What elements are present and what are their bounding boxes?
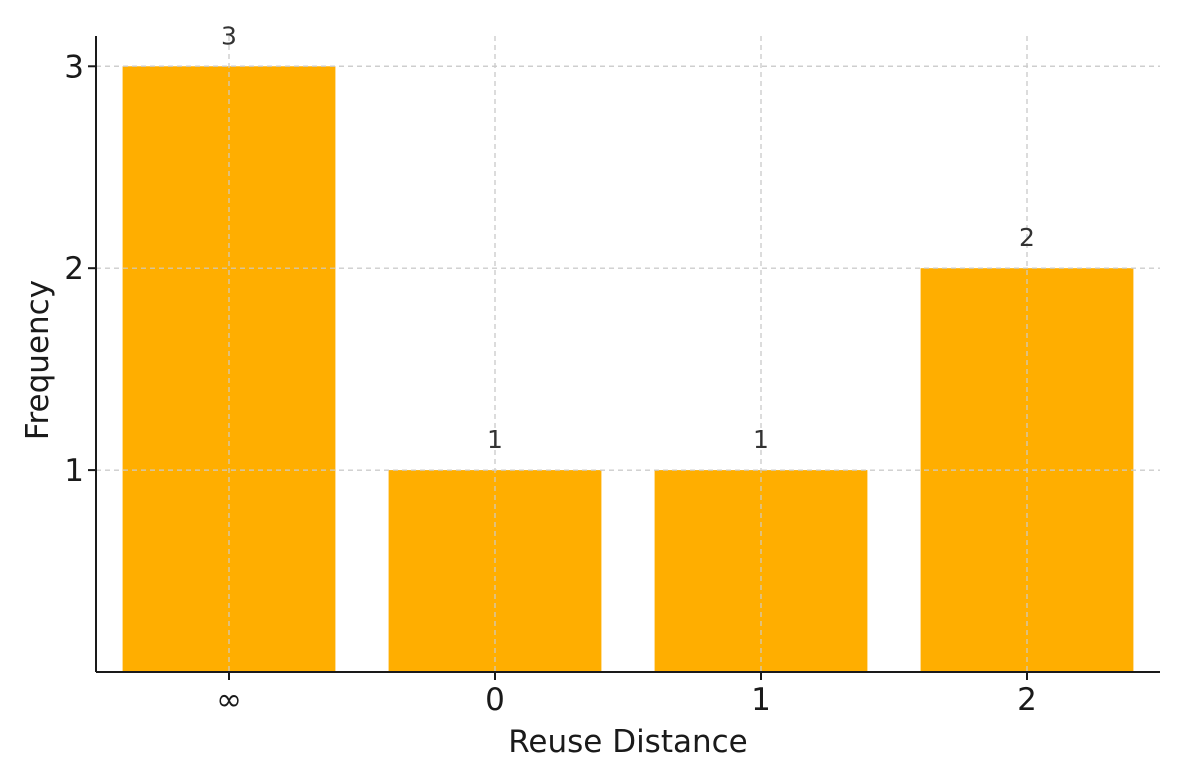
bar-value-label: 2 — [1019, 223, 1035, 252]
y-tick-label: 1 — [64, 453, 84, 489]
bars-layer — [96, 36, 1160, 673]
bar-value-label: 1 — [753, 425, 769, 454]
bar-value-label: 3 — [221, 21, 237, 50]
y-tick-label: 2 — [64, 251, 84, 287]
x-axis-title: Reuse Distance — [508, 724, 748, 760]
axes-layer — [88, 36, 1160, 680]
x-tick-label: 0 — [485, 682, 505, 718]
x-tick-label: ∞ — [216, 682, 242, 718]
bar-value-label: 1 — [487, 425, 503, 454]
labels-layer: 1 2 3 ∞ 0 1 2 3 1 1 2 — [64, 21, 1037, 718]
x-tick-label: 1 — [751, 682, 771, 718]
y-tick-label: 3 — [64, 49, 84, 85]
y-axis-title: Frequency — [20, 280, 56, 440]
x-tick-label: 2 — [1017, 682, 1037, 718]
